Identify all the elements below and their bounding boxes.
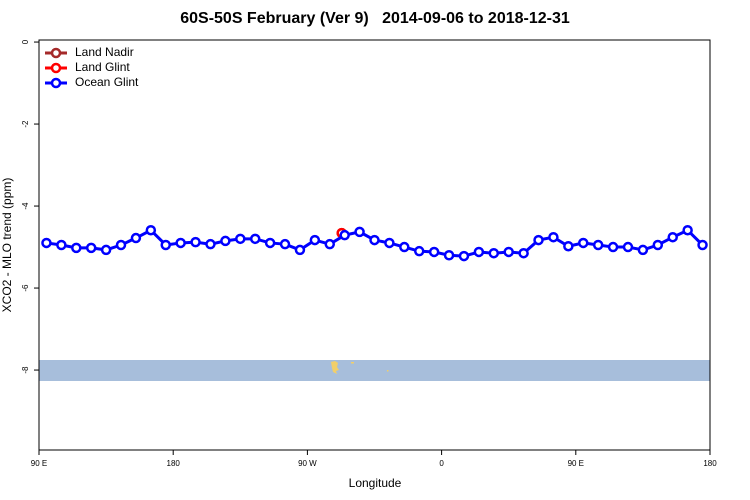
data-point <box>56 239 67 251</box>
legend-label: Land Nadir <box>75 45 134 59</box>
data-point <box>249 233 261 245</box>
data-point <box>413 245 425 257</box>
data-point <box>294 244 306 256</box>
land-speck <box>351 362 354 364</box>
data-point <box>697 239 708 251</box>
map-strip <box>39 360 710 381</box>
y-tick-label: -2 <box>21 120 30 128</box>
data-point <box>607 241 619 253</box>
data-point <box>503 246 514 258</box>
y-tick-label: -6 <box>21 284 30 292</box>
land-speck <box>331 361 339 374</box>
x-tick-label: 180 <box>703 459 717 468</box>
chart-title: 60S-50S February (Ver 9) 2014-09-06 to 2… <box>180 10 570 27</box>
data-point <box>160 239 171 251</box>
legend-marker <box>50 62 62 74</box>
data-point <box>354 226 365 238</box>
data-point <box>473 246 485 258</box>
x-tick-label: 90 E <box>31 459 47 468</box>
data-point <box>548 231 559 243</box>
x-tick-label: 0 <box>439 459 444 468</box>
data-point <box>458 250 470 262</box>
data-point <box>339 229 350 241</box>
legend-label: Land Glint <box>75 60 130 74</box>
data-point <box>399 241 410 253</box>
y-tick-label: -4 <box>21 202 30 210</box>
data-point <box>279 238 291 250</box>
data-point <box>41 237 52 249</box>
data-point <box>220 235 231 247</box>
land-speck <box>387 370 389 372</box>
y-tick-label: 0 <box>21 39 30 44</box>
data-point <box>190 236 201 248</box>
data-point <box>563 240 574 252</box>
data-point <box>115 239 127 251</box>
data-point <box>622 241 634 253</box>
data-point <box>533 234 544 246</box>
y-tick-label: -8 <box>21 366 30 374</box>
data-point <box>682 224 693 236</box>
data-point <box>667 231 678 243</box>
plot-frame <box>38 39 711 451</box>
data-point <box>592 239 604 251</box>
data-point <box>384 237 395 249</box>
ocean-strip <box>39 360 710 381</box>
data-point <box>309 234 321 246</box>
legend-label: Ocean Glint <box>75 75 139 89</box>
x-axis-label: Longitude <box>349 476 402 490</box>
data-point <box>85 242 97 254</box>
data-point <box>428 246 440 258</box>
x-tick-label: 90 E <box>568 459 584 468</box>
data-point <box>637 244 649 256</box>
data-point <box>369 234 380 246</box>
x-tick-label: 180 <box>167 459 181 468</box>
data-point <box>264 237 276 249</box>
data-point <box>175 237 186 249</box>
legend-marker <box>50 47 62 59</box>
data-point <box>235 233 246 245</box>
data-point <box>578 237 589 249</box>
data-point <box>130 232 142 244</box>
data-point <box>145 224 157 236</box>
data-point <box>205 238 216 250</box>
data-point <box>652 239 664 251</box>
data-point <box>100 244 112 256</box>
data-point <box>518 247 529 259</box>
data-point <box>488 247 500 259</box>
data-point <box>324 238 336 250</box>
y-axis-label: XCO2 - MLO trend (ppm) <box>0 178 14 313</box>
legend-marker <box>50 77 62 89</box>
data-point <box>71 242 82 254</box>
data-point <box>443 250 455 261</box>
x-tick-label: 90 W <box>298 459 317 468</box>
